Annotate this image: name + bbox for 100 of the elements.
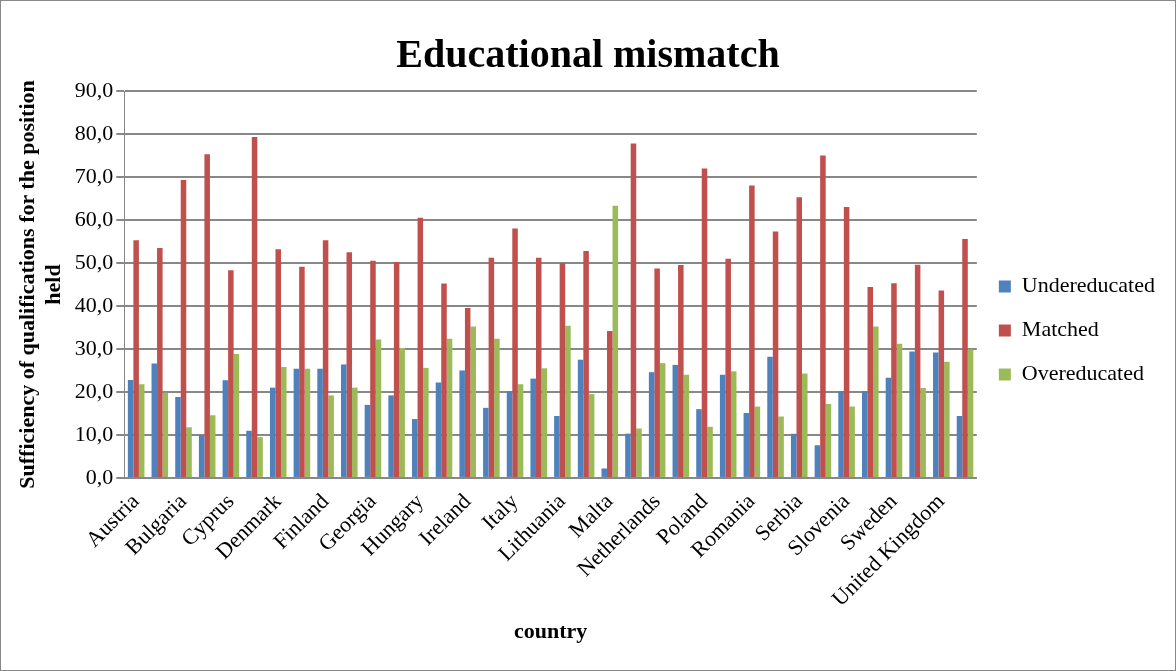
bar [672,364,679,477]
bar [612,205,619,477]
bar [843,207,850,477]
bar [375,339,382,477]
bar [588,394,595,477]
bar [678,265,684,477]
bar [725,258,731,477]
bar [944,361,950,477]
bar [790,433,797,477]
bar [162,392,169,477]
y-tick-label: 40,0 [74,291,114,317]
bar [896,343,903,477]
y-tick-label: 0,0 [85,463,114,489]
bar [778,416,784,477]
bar [435,382,442,477]
bar [275,249,281,477]
bar [370,260,376,477]
bar [186,427,192,477]
bar [867,287,874,477]
bar [967,349,974,477]
bar [559,262,566,477]
bar [281,367,287,477]
bar [157,247,163,477]
bar [488,257,495,477]
bar [873,326,879,477]
bar [322,240,329,477]
bar [257,437,263,477]
bar [754,406,761,477]
bar [730,371,737,477]
bar [601,468,608,477]
bar [138,384,145,477]
bar [204,154,210,477]
bar [636,428,642,477]
bar [251,137,258,477]
bar [825,403,832,477]
bar [512,228,518,477]
y-tick-label: 10,0 [74,420,114,446]
bar [707,426,713,477]
y-tick-label: 90,0 [74,76,114,102]
bar [648,372,655,477]
bar [909,351,915,477]
bar [607,330,613,477]
bar [743,413,750,477]
legend-label: Undereducated [1021,272,1156,298]
bar [317,368,323,477]
bar [423,367,429,477]
bar [441,283,447,477]
y-tick-label: 30,0 [74,334,114,360]
bar [399,348,405,477]
y-axis-title: Sufficiency of qualifications for the position held [13,80,66,489]
bar [127,379,134,477]
bar [719,374,726,477]
bar [470,326,476,477]
bar [233,354,240,477]
bar [535,257,542,477]
x-axis-title: country [513,618,588,644]
bar [209,415,216,477]
legend-label: Matched [1021,316,1099,342]
bar [340,364,347,477]
bar [625,433,631,477]
bar [767,356,773,477]
bar [352,387,358,477]
bar [749,185,755,477]
bar [222,380,229,477]
bar [133,240,139,477]
bar [861,391,868,477]
bar [814,445,821,477]
bar [299,266,305,477]
bar [554,416,560,477]
legend-label: Overeducated [1021,360,1145,386]
y-tick-label: 70,0 [74,162,114,188]
bar [838,391,844,477]
bar [914,264,921,477]
bar [506,391,513,477]
bar [446,338,453,477]
bar [933,352,939,477]
bar [541,368,548,477]
y-tick-label: 20,0 [74,377,114,403]
bar [956,416,963,477]
bar [304,368,311,477]
bar [530,378,536,477]
bar [772,231,779,477]
bar [293,368,300,477]
chart-title: Educational mismatch [396,31,780,77]
bar [151,363,158,477]
bar [962,238,968,477]
bar [388,395,394,477]
bar [483,407,489,477]
bar [328,395,334,477]
bar [654,268,660,477]
bar [246,430,252,477]
bar [464,308,471,477]
bar [175,397,181,477]
bar [796,197,802,477]
bar [683,374,690,477]
bar [517,384,524,477]
bar [696,409,702,477]
bar [849,406,855,477]
bar [630,143,637,477]
bar [228,270,234,477]
